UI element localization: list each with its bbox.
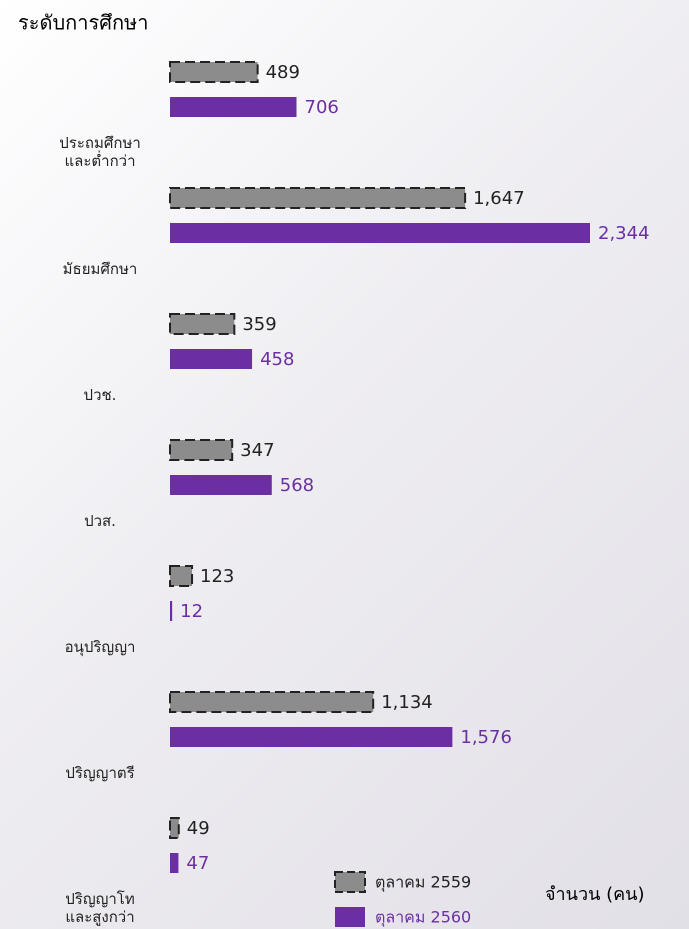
category-label: มัธยมศึกษา [62, 260, 138, 278]
category-label: ปวช. [83, 386, 117, 404]
chart-title: ระดับการศึกษา [18, 11, 148, 35]
value-label: 359 [242, 314, 276, 335]
value-label: 49 [187, 818, 210, 839]
bar [169, 691, 375, 713]
value-label: 1,576 [460, 727, 512, 748]
value-label: 706 [305, 97, 339, 118]
bar [169, 439, 234, 461]
category-label: ปวส. [84, 512, 116, 530]
bar [169, 313, 236, 335]
value-label: 347 [240, 440, 274, 461]
bar [170, 601, 173, 621]
value-label: 1,647 [473, 188, 525, 209]
value-label: 47 [186, 853, 209, 874]
value-label: 12 [180, 601, 203, 622]
category-label: ปริญญาตรี [65, 764, 135, 782]
category-label: อนุปริญญา [64, 638, 136, 656]
bar [169, 817, 180, 839]
legend-swatch [335, 907, 365, 927]
value-label: 1,134 [381, 692, 433, 713]
value-label: 568 [280, 475, 314, 496]
bar [170, 727, 453, 747]
value-label: 458 [260, 349, 294, 370]
bar [170, 349, 253, 369]
bar [170, 475, 272, 495]
legend-label: ตุลาคม 2560 [375, 908, 471, 928]
bar [169, 187, 467, 209]
bar [169, 565, 194, 587]
value-label: 123 [200, 566, 234, 587]
legend-label: ตุลาคม 2559 [375, 873, 471, 893]
bar [170, 223, 590, 243]
legend-swatch [334, 871, 366, 893]
value-label: 2,344 [598, 223, 650, 244]
axis-label: จำนวน (คน) [545, 884, 644, 905]
bar [169, 61, 259, 83]
category-label: ปริญญาโท และสูงกว่า [65, 890, 135, 926]
category-label: ประถมศึกษา และต่ำกว่า [59, 134, 141, 170]
bar [170, 853, 179, 873]
bar [170, 97, 297, 117]
value-label: 489 [266, 62, 300, 83]
